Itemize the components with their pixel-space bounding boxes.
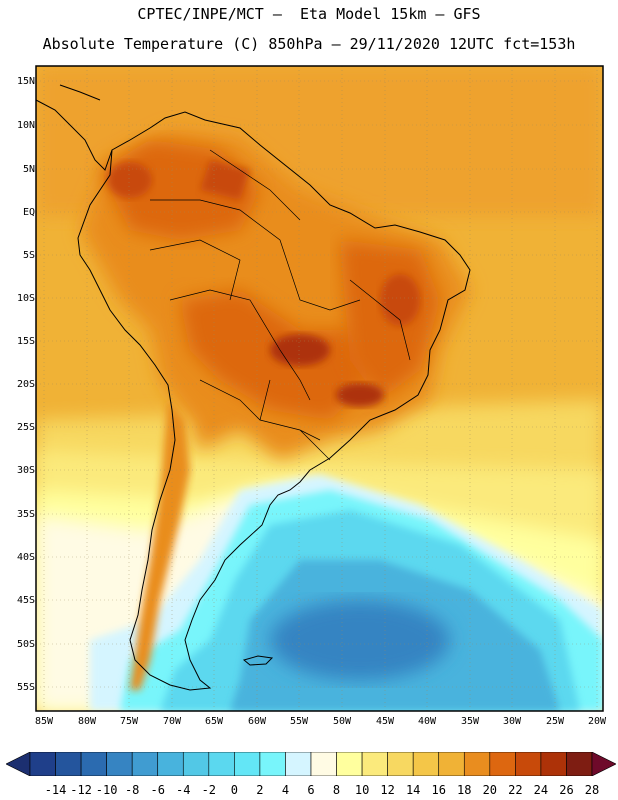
legend-tick-label: 0 — [230, 783, 238, 797]
legend-tick-label: 18 — [457, 783, 472, 797]
lat-label: 10N — [16, 120, 35, 131]
lat-label: 5S — [22, 250, 35, 261]
lat-label: 20S — [16, 379, 35, 390]
field-hot-24-c — [380, 274, 420, 326]
legend-swatch — [29, 752, 56, 776]
field-hot-24-d — [108, 162, 152, 198]
lon-label: 75W — [119, 716, 139, 727]
legend-tick-label: 20 — [482, 783, 498, 797]
legend-swatch — [515, 752, 542, 776]
legend-tick-label: 24 — [533, 783, 549, 797]
legend-tick-label: -4 — [176, 783, 191, 797]
legend-swatch — [310, 752, 337, 776]
graticule — [36, 66, 603, 711]
country-borders — [149, 149, 411, 461]
legend-swatch — [387, 752, 414, 776]
lon-label: 25W — [545, 716, 565, 727]
legend-swatch — [80, 752, 107, 776]
legend-swatch — [208, 752, 235, 776]
lat-label: 25S — [16, 422, 35, 433]
lon-label: 80W — [77, 716, 97, 727]
legend-swatch — [259, 752, 286, 776]
legend-tick-label: -8 — [124, 783, 140, 797]
legend-tick-label: 6 — [307, 783, 315, 797]
legend-overflow-arrow — [591, 752, 616, 776]
lat-label: 35S — [16, 509, 35, 520]
falkland-islands — [242, 655, 274, 666]
lon-label: 65W — [204, 716, 224, 727]
south-america-coastline — [77, 111, 471, 691]
legend-swatch — [336, 752, 363, 776]
legend-swatch — [55, 752, 82, 776]
legend-tick-label: 12 — [380, 783, 395, 797]
lat-label: EQ — [22, 207, 35, 218]
legend-tick-label: -12 — [70, 783, 92, 797]
legend-tick-label: -2 — [201, 783, 217, 797]
legend-swatch — [438, 752, 465, 776]
field-cold-core-deep — [270, 600, 450, 680]
legend-swatch — [463, 752, 491, 776]
lon-label: 35W — [460, 716, 480, 727]
legend-swatch — [285, 752, 312, 776]
lat-label: 45S — [16, 595, 35, 606]
lon-label: 50W — [332, 716, 352, 727]
map-title-line-1: CPTEC/INPE/MCT — Eta Model 15km — GFS — [137, 5, 481, 23]
lat-label: 10S — [16, 293, 35, 304]
color-legend-bar — [6, 752, 616, 776]
lon-label: 70W — [162, 716, 182, 727]
field-hot-26-b — [336, 383, 384, 407]
legend-swatch — [106, 752, 133, 776]
legend-tick-label: 26 — [559, 783, 574, 797]
legend-tick-label: 2 — [256, 783, 264, 797]
lat-label: 15S — [16, 336, 35, 347]
lat-label: 30S — [16, 465, 35, 476]
legend-tick-label: 14 — [405, 783, 421, 797]
lon-label: 20W — [587, 716, 607, 727]
legend-tick-label: -10 — [95, 783, 118, 797]
legend-tick-label: 22 — [508, 783, 523, 797]
lon-label: 55W — [289, 716, 309, 727]
color-legend — [6, 752, 616, 776]
lon-label: 60W — [247, 716, 267, 727]
lon-label: 45W — [375, 716, 395, 727]
legend-tick-label: -6 — [150, 783, 165, 797]
lon-label: 30W — [502, 716, 522, 727]
legend-tick-label: 8 — [332, 783, 341, 797]
legend-tick-label: 16 — [431, 783, 446, 797]
legend-swatch — [540, 752, 567, 776]
legend-tick-label: 28 — [584, 783, 600, 797]
central-america-coastline — [36, 84, 113, 171]
field-hot-24-north — [200, 160, 250, 200]
temperature-field — [36, 66, 603, 711]
legend-swatch — [412, 752, 440, 776]
legend-swatch — [157, 752, 184, 776]
lon-label: 85W — [34, 716, 54, 727]
legend-swatch — [566, 752, 593, 776]
field-hot-26-a — [270, 334, 330, 366]
legend-swatch — [131, 752, 159, 776]
legend-swatch — [489, 752, 516, 776]
field-andes-strip — [130, 400, 190, 690]
lat-label: 15N — [16, 76, 35, 87]
map-title-line-2: Absolute Temperature (C) 850hPa — 29/11/… — [42, 35, 576, 53]
lat-label: 50S — [16, 639, 35, 650]
lat-label: 40S — [16, 552, 35, 563]
legend-tick-label: 10 — [354, 783, 370, 797]
legend-tick-label: -14 — [44, 783, 67, 797]
map-frame — [35, 65, 604, 712]
lat-label: 55S — [16, 682, 35, 693]
lon-label: 40W — [417, 716, 437, 727]
legend-swatch — [361, 752, 388, 776]
legend-underflow-arrow — [6, 752, 31, 776]
legend-tick-label: 4 — [281, 783, 290, 797]
legend-swatch — [182, 752, 210, 776]
legend-swatch — [234, 752, 261, 776]
lat-label: 5N — [22, 164, 35, 175]
